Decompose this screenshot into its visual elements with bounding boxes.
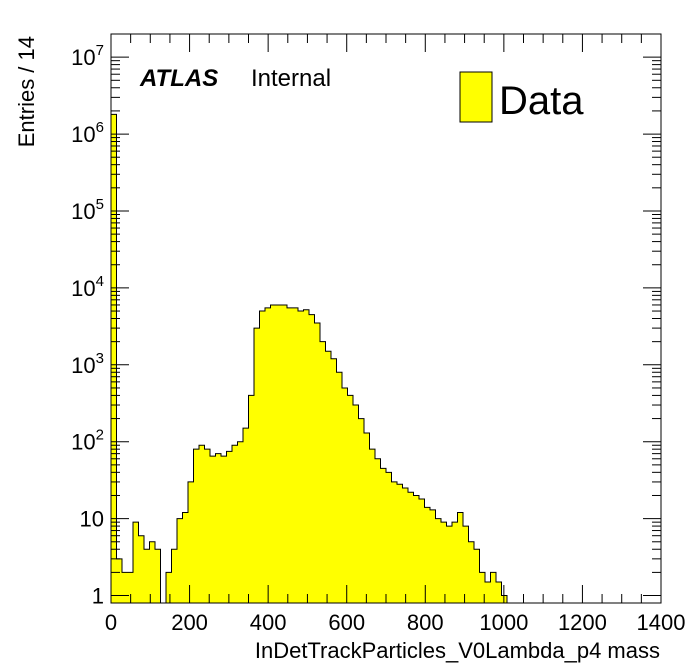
histogram-bar — [116, 558, 122, 603]
histogram-bar — [270, 304, 276, 603]
histogram-bar — [397, 484, 403, 603]
histogram-bar — [446, 526, 452, 603]
histogram-bar — [369, 449, 375, 603]
histogram-bar — [364, 432, 370, 603]
x-tick-labels: 0 200 400 600 800 1000 1200 1400 — [105, 610, 686, 635]
histogram-bar — [138, 535, 144, 603]
y-axis-title: Entries / 14 — [14, 36, 39, 147]
histogram-bar — [391, 481, 397, 603]
histogram-bar — [463, 526, 469, 603]
histogram-bar — [149, 541, 155, 603]
histogram-bar — [226, 451, 232, 603]
histogram-bar — [342, 387, 348, 603]
histogram-outline — [110, 113, 661, 604]
y-tick-label: 1 — [92, 584, 104, 609]
histogram-bar — [166, 572, 172, 603]
y-tick-label: 105 — [71, 196, 104, 224]
y-tick-label: 102 — [71, 427, 104, 455]
histogram-bar — [254, 328, 260, 603]
histogram-bar — [424, 507, 430, 603]
histogram-bar — [155, 549, 161, 603]
histogram-bar — [441, 522, 447, 603]
histogram-bar — [232, 445, 238, 603]
histogram-bar — [215, 453, 221, 603]
histogram-bar — [210, 456, 216, 603]
histogram-bar — [336, 372, 342, 603]
histogram-bar — [402, 488, 408, 603]
histogram-bar — [479, 572, 485, 603]
histogram-bar — [281, 304, 287, 603]
histogram-bar — [419, 498, 425, 603]
x-tick-label: 800 — [407, 610, 444, 635]
internal-label: Internal — [251, 65, 331, 92]
histogram-bar — [133, 522, 139, 603]
y-tick-labels: 1 10 102 103 104 105 106 107 — [71, 42, 104, 608]
histogram-bar — [325, 351, 331, 603]
histogram-bar — [375, 458, 381, 603]
histogram-bar — [298, 311, 304, 603]
x-tick-label: 600 — [328, 610, 365, 635]
histogram-bar — [193, 449, 199, 603]
y-tick-label: 107 — [71, 42, 104, 70]
histogram-bar — [331, 358, 337, 603]
atlas-label: ATLAS — [139, 65, 218, 92]
histogram-bar — [485, 582, 491, 603]
plot-frame — [110, 33, 662, 604]
histogram-bar — [188, 481, 194, 603]
histogram-bar — [474, 549, 480, 603]
histogram-bar — [243, 428, 249, 603]
histogram-bar — [496, 582, 502, 603]
histogram-bar — [221, 456, 227, 603]
histogram-bar — [259, 311, 265, 603]
histogram-bar — [468, 541, 474, 603]
histogram-bar — [309, 314, 315, 603]
histogram-bar — [171, 549, 177, 603]
histogram-bar — [287, 307, 293, 603]
histogram-bar — [353, 405, 359, 603]
histogram-bar — [347, 395, 353, 603]
histogram-bar — [314, 322, 320, 603]
histogram-bar — [430, 509, 436, 603]
histogram-bar — [292, 307, 298, 603]
histogram-bar — [199, 445, 205, 603]
histogram-bar — [408, 492, 414, 603]
x-tick-label: 1400 — [637, 610, 686, 635]
histogram-bar — [457, 512, 463, 603]
x-tick-label: 400 — [250, 610, 287, 635]
x-axis-title: InDetTrackParticles_V0Lambda_p4 mass — [255, 638, 660, 663]
histogram-bar — [452, 522, 458, 603]
histogram-bar — [182, 512, 188, 603]
legend-swatch-data — [459, 71, 493, 123]
histogram-bar — [435, 518, 441, 603]
y-tick-label: 103 — [71, 350, 104, 378]
histogram-bar — [490, 572, 496, 603]
histogram-bar — [303, 309, 309, 603]
histogram-bar — [276, 304, 282, 603]
y-tick-label: 106 — [71, 119, 104, 147]
histogram-bar — [237, 441, 243, 603]
y-tick-label: 10 — [80, 507, 104, 532]
x-tick-label: 0 — [105, 610, 117, 635]
axis-ticks — [110, 33, 662, 603]
x-tick-label: 1000 — [479, 610, 528, 635]
histogram-bar — [177, 518, 183, 603]
y-tick-label: 104 — [71, 273, 104, 301]
x-tick-label: 1200 — [558, 610, 607, 635]
histogram-bar — [265, 307, 271, 603]
histogram-bar — [122, 572, 128, 603]
histogram-bar — [380, 468, 386, 603]
x-tick-label: 200 — [171, 610, 208, 635]
histogram-bar — [358, 418, 364, 603]
histogram-bar — [413, 495, 419, 603]
histogram-bar — [144, 549, 150, 603]
histogram-bar — [111, 114, 117, 603]
legend-label-data: Data — [499, 79, 584, 123]
histogram-bar — [248, 395, 254, 603]
histogram-bars — [110, 113, 661, 604]
histogram-bar — [127, 572, 133, 603]
histogram-bar — [386, 472, 392, 603]
histogram-bar — [204, 449, 210, 603]
histogram-bar — [320, 341, 326, 603]
